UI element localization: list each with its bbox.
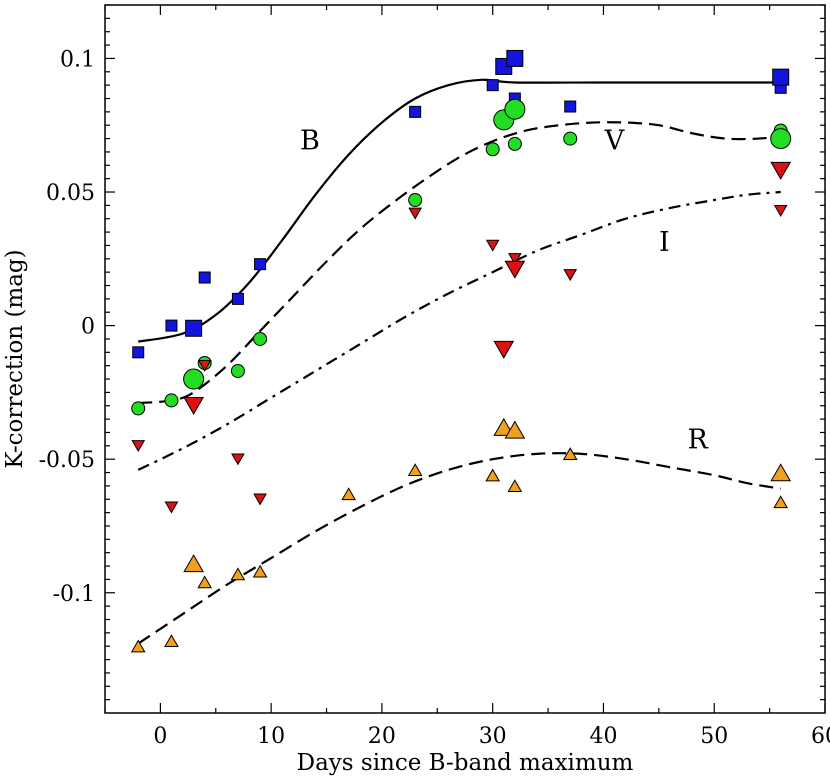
point-R: [562, 447, 578, 461]
point-I: [253, 493, 267, 506]
point-V: [164, 393, 179, 408]
point-I: [770, 161, 792, 180]
fit-curve-B: [138, 78, 781, 343]
point-B: [185, 319, 203, 337]
series-label-V: V: [604, 125, 625, 156]
point-V: [183, 368, 205, 390]
point-R: [341, 487, 357, 501]
x-tick-label: 60: [811, 724, 830, 749]
plot-frame: [104, 4, 826, 714]
point-I: [131, 440, 146, 453]
point-B: [506, 49, 524, 67]
x-tick-label: 30: [479, 724, 507, 749]
y-tick-label: 0.05: [46, 181, 95, 206]
point-B: [165, 319, 178, 332]
x-tick-label: 40: [589, 724, 617, 749]
point-I: [485, 239, 500, 252]
point-I: [507, 253, 522, 266]
x-tick-label: 50: [700, 724, 728, 749]
data-points: [130, 49, 792, 653]
series-label-I: I: [659, 227, 670, 258]
y-tick-label: -0.1: [53, 582, 95, 607]
point-R: [493, 417, 515, 436]
point-V: [408, 193, 423, 208]
y-tick-label: 0: [81, 315, 95, 340]
fit-curve-R: [137, 452, 781, 645]
point-I: [493, 340, 515, 359]
fit-curve-V: [138, 121, 781, 405]
series-label-B: B: [300, 125, 320, 156]
point-I: [164, 501, 179, 514]
point-B: [486, 79, 499, 92]
x-tick-label: 10: [257, 724, 285, 749]
series-label-R: R: [687, 425, 708, 456]
x-tick-label: 20: [368, 724, 396, 749]
point-I: [197, 359, 212, 372]
point-I: [231, 453, 245, 466]
x-tick-label: 0: [153, 724, 167, 749]
point-V: [253, 331, 268, 346]
point-B: [132, 346, 145, 359]
point-B: [198, 271, 211, 284]
point-I: [408, 207, 423, 220]
point-V: [563, 131, 578, 146]
point-I: [773, 205, 788, 217]
point-B: [409, 105, 422, 118]
series-labels: B V I R: [300, 125, 708, 455]
point-I: [504, 260, 526, 279]
point-I: [183, 396, 204, 416]
point-R: [252, 564, 268, 578]
axis-ticks: 0 10 20 30 40 50 60 -0.1 -0.05 0 0.05 0.1: [39, 4, 830, 749]
fit-curves: [137, 78, 781, 645]
point-R: [183, 554, 204, 573]
point-V: [507, 136, 522, 151]
point-B: [772, 68, 790, 86]
point-I: [563, 269, 578, 282]
point-B: [231, 292, 244, 305]
point-V: [230, 364, 245, 379]
point-V: [770, 128, 792, 150]
y-tick-label: 0.1: [60, 47, 95, 72]
point-R: [507, 479, 523, 493]
y-axis-title: K-correction (mag): [2, 249, 28, 468]
point-V: [504, 98, 526, 120]
point-R: [230, 567, 246, 581]
point-R: [773, 495, 789, 509]
x-axis-title: Days since B-band maximum: [297, 750, 634, 776]
y-tick-label: -0.05: [39, 448, 95, 473]
point-R: [197, 575, 213, 589]
point-B: [564, 100, 577, 113]
point-V: [485, 142, 500, 157]
point-R: [504, 420, 526, 439]
point-R: [770, 463, 792, 482]
fit-curve-I: [137, 190, 781, 471]
point-B: [254, 258, 267, 271]
point-R: [130, 639, 146, 653]
point-R: [164, 634, 179, 648]
point-R: [407, 463, 423, 477]
point-V: [131, 401, 146, 416]
point-R: [485, 468, 501, 482]
